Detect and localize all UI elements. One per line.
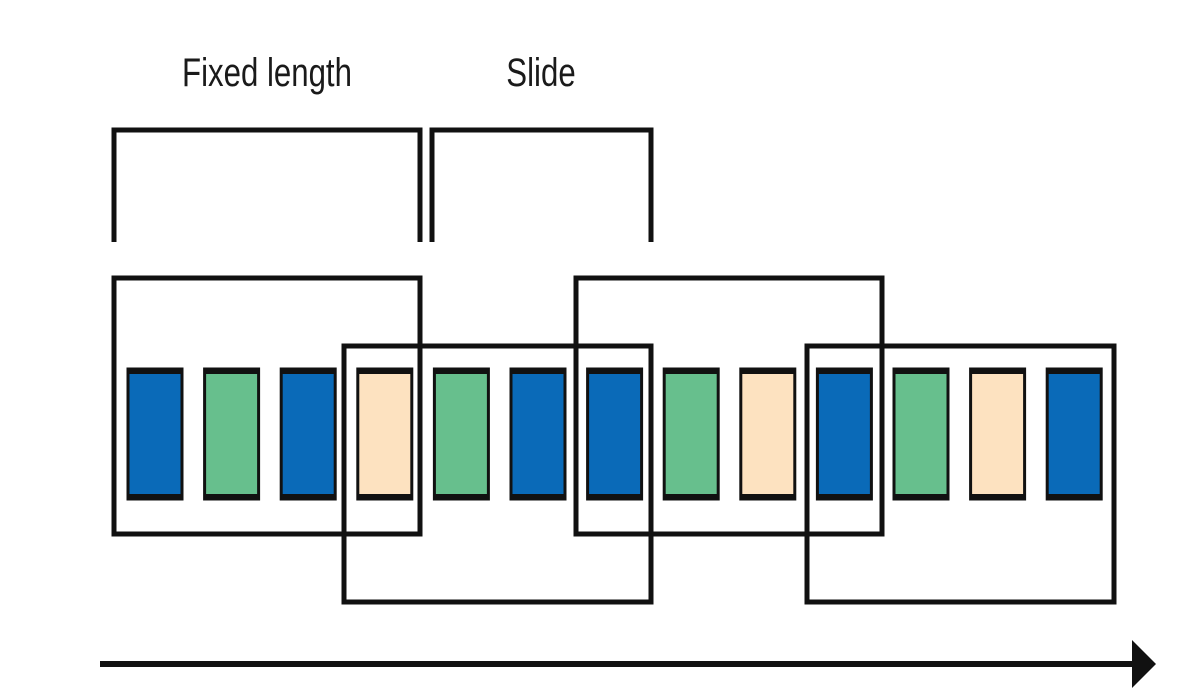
event-block-blue (815, 367, 873, 501)
event-block-blue (279, 367, 337, 501)
event-block-green (662, 367, 720, 501)
event-block-peach (739, 367, 797, 501)
event-block-blue (509, 367, 567, 501)
window-1 (111, 275, 423, 537)
slide-bracket (429, 127, 654, 242)
event-stream (126, 367, 1103, 501)
window-3 (573, 275, 885, 537)
event-block-peach (356, 367, 414, 501)
slide-label: Slide (506, 50, 575, 95)
event-block-blue (126, 367, 184, 501)
fixed-length-label: Fixed length (182, 50, 352, 95)
fixed-length-bracket (111, 127, 423, 242)
event-block-green (892, 367, 950, 501)
event-block-peach (969, 367, 1027, 501)
event-block-blue (1045, 367, 1103, 501)
event-block-green (203, 367, 261, 501)
time-arrow-head (1132, 640, 1156, 688)
event-block-blue (586, 367, 644, 501)
window-4 (804, 343, 1117, 605)
window-2 (341, 343, 654, 605)
event-block-green (432, 367, 490, 501)
